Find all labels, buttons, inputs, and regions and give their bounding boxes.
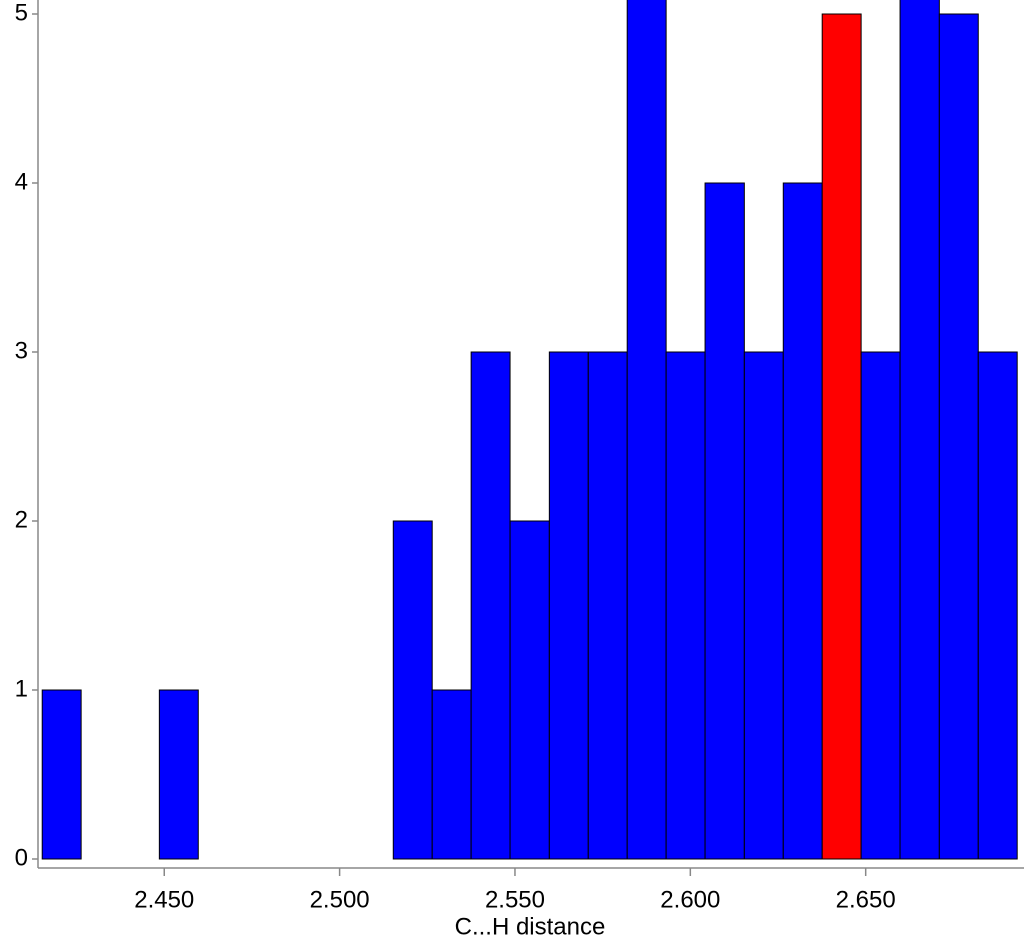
bar	[977, 351, 1018, 860]
x-tick-label: 2.550	[485, 886, 545, 913]
bar	[782, 182, 823, 860]
bar	[626, 0, 667, 860]
bar	[431, 689, 472, 860]
bar	[743, 351, 784, 860]
bar	[665, 351, 706, 860]
bar	[392, 520, 433, 860]
y-tick-label: 2	[15, 506, 28, 533]
bar	[470, 351, 511, 860]
bar	[509, 520, 550, 860]
y-tick-label: 1	[15, 675, 28, 702]
x-tick-label: 2.600	[660, 886, 720, 913]
y-tick-label: 4	[15, 168, 28, 195]
bar	[587, 351, 628, 860]
bar	[41, 689, 82, 860]
bar	[548, 351, 589, 860]
bar	[938, 13, 979, 860]
bar	[899, 0, 940, 860]
bar	[704, 182, 745, 860]
bar	[158, 689, 199, 860]
x-axis-label: C...H distance	[455, 913, 606, 940]
bar	[821, 13, 862, 860]
y-tick-label: 5	[15, 0, 28, 26]
x-tick-label: 2.650	[836, 886, 896, 913]
bar	[860, 351, 901, 860]
x-tick-label: 2.450	[134, 886, 194, 913]
y-tick-label: 3	[15, 337, 28, 364]
y-tick-label: 0	[15, 844, 28, 871]
plot-area	[41, 0, 1018, 860]
x-tick-label: 2.500	[310, 886, 370, 913]
